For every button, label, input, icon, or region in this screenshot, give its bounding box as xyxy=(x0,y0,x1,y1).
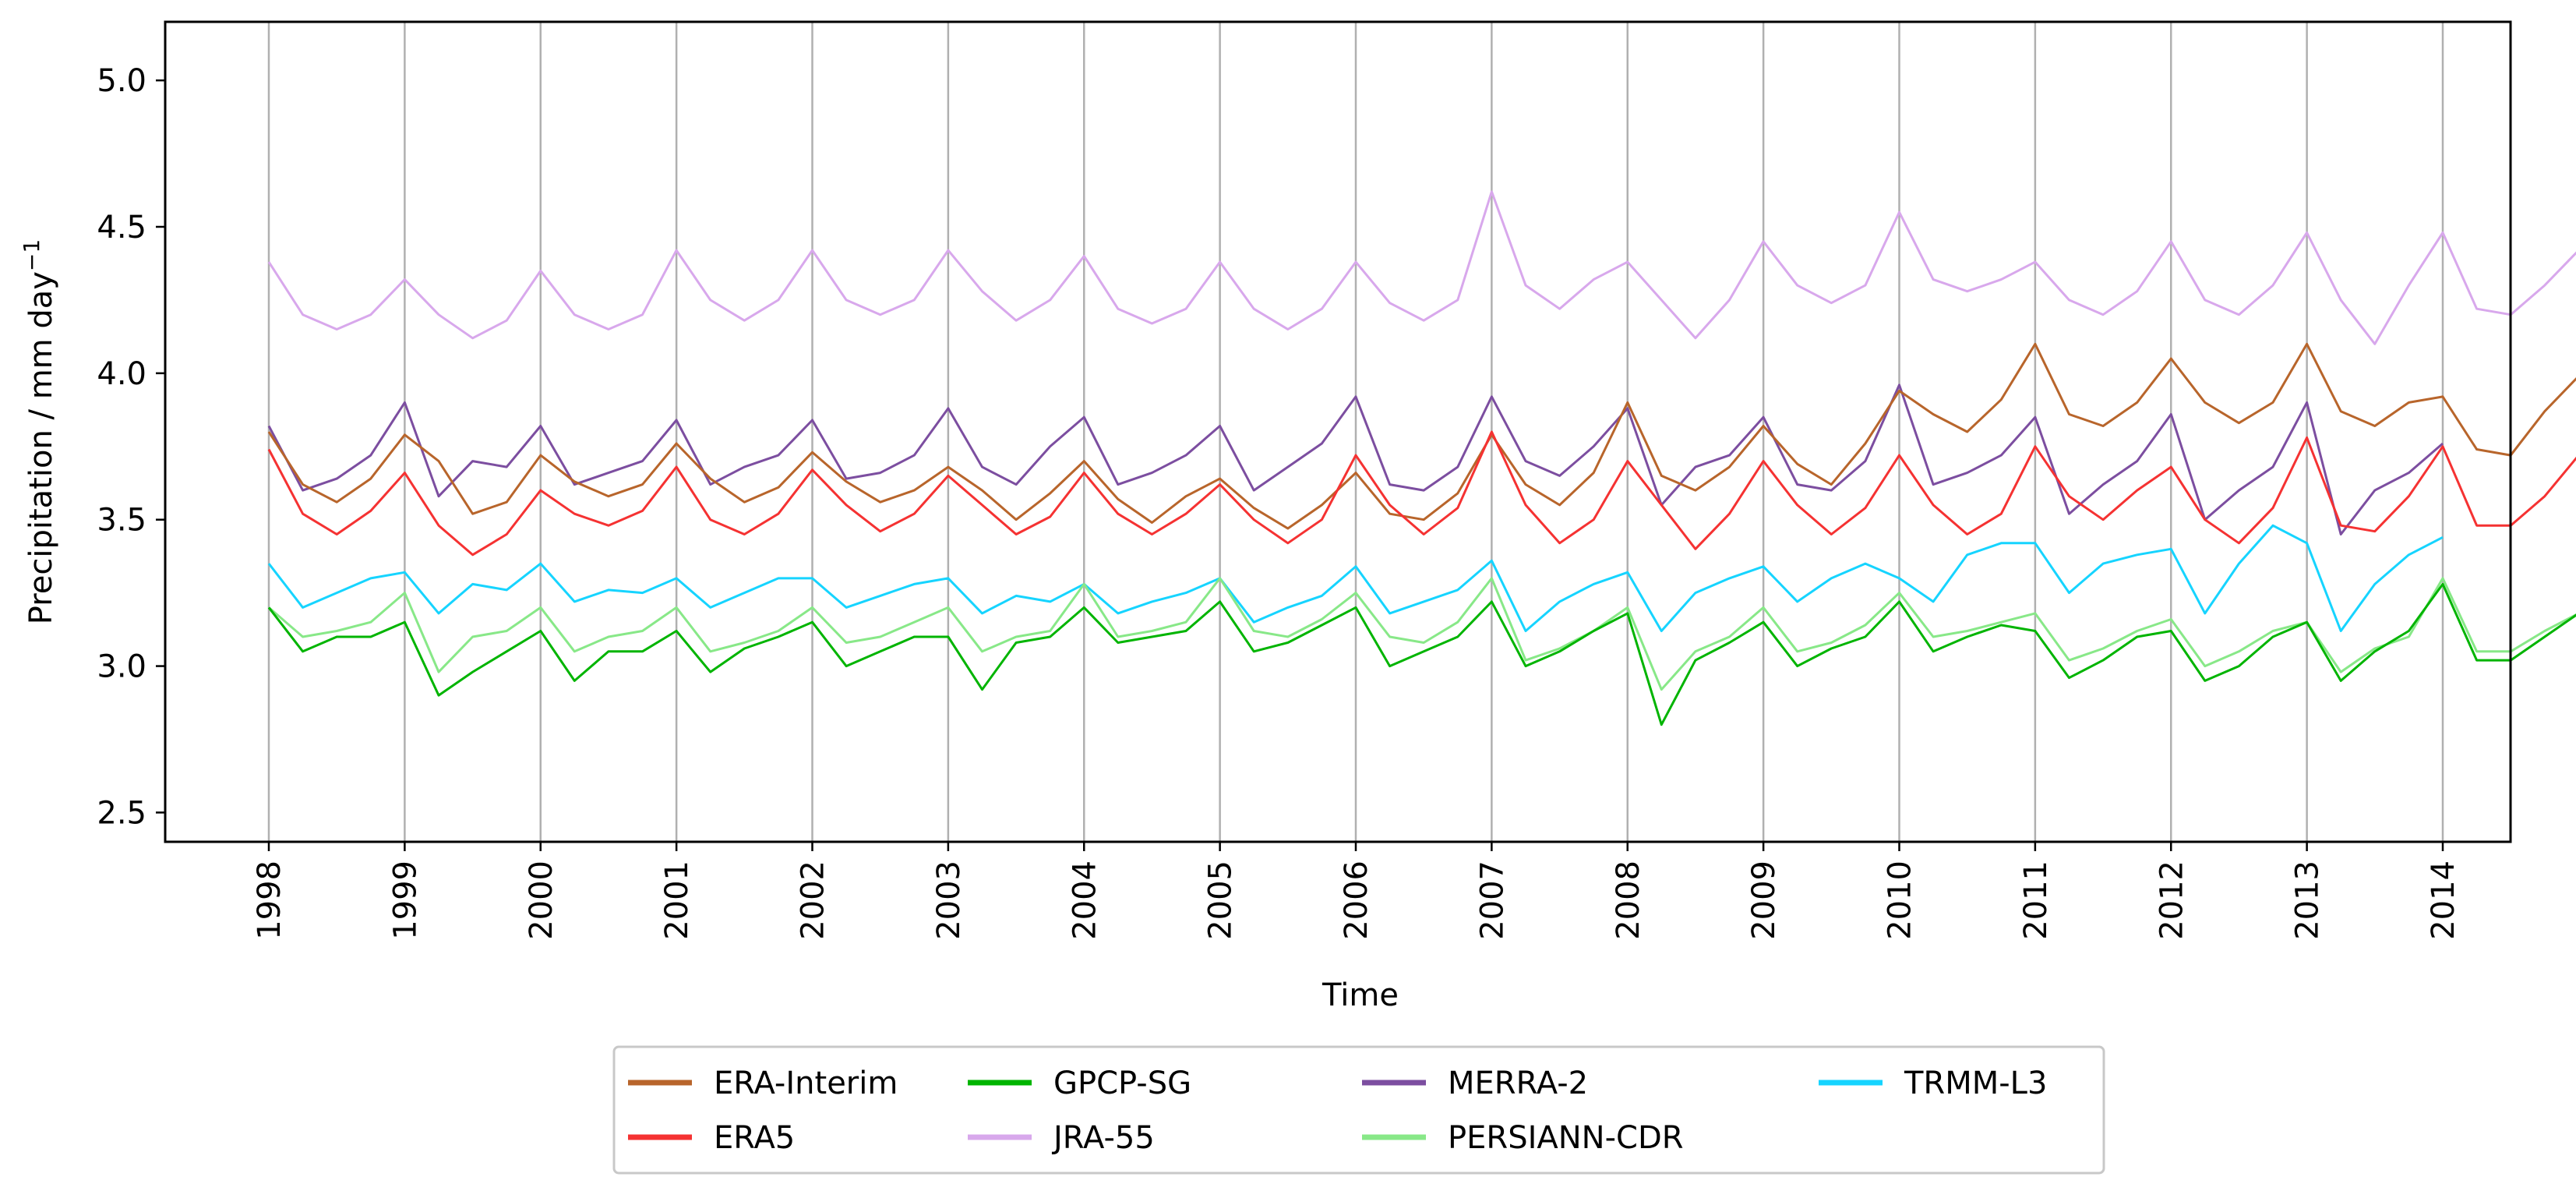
x-tick-label: 1998 xyxy=(252,861,288,940)
plot-area-frame xyxy=(164,20,2512,843)
series-line-era5 xyxy=(267,430,2576,557)
series-lines xyxy=(267,190,2576,726)
y-tick-label: 3.0 xyxy=(97,649,146,685)
y-tick-label: 4.5 xyxy=(97,210,146,246)
series-line-persiann-cdr xyxy=(268,577,2576,691)
x-tick-label: 2008 xyxy=(1611,861,1646,940)
x-tick-label: 2002 xyxy=(796,861,831,940)
x-tick-label: 2011 xyxy=(2018,861,2054,940)
y-axis-label-text: Precipitation / mm day xyxy=(23,271,59,624)
y-tick-label: 2.5 xyxy=(97,795,146,831)
series-line-jra-55 xyxy=(267,190,2576,345)
x-tick-label: 2009 xyxy=(1746,861,1782,940)
legend: ERA-Interim GPCP-SG MERRA-2 TRMM-L3 ERA5 JRA-… xyxy=(612,1045,2105,1175)
x-tick-label: 2005 xyxy=(1203,861,1239,940)
y-axis-label: Precipitation / mm day−1 xyxy=(19,239,59,624)
legend-frame xyxy=(612,1045,2105,1175)
x-axis-label: Time xyxy=(1322,977,1399,1013)
series-line-gpcp-sg xyxy=(267,582,2576,726)
x-tick-label: 2004 xyxy=(1067,861,1103,940)
x-tick-label: 2006 xyxy=(1339,861,1374,940)
x-tick-label: 2001 xyxy=(659,861,695,940)
legend-label-gpcp-sg: GPCP-SG xyxy=(1053,1066,1191,1101)
x-tick-label: 1999 xyxy=(387,861,423,940)
x-tick-label: 2013 xyxy=(2290,861,2326,940)
legend-label-jra-55: JRA-55 xyxy=(1051,1120,1155,1156)
legend-label-trmm-l3: TRMM-L3 xyxy=(1904,1066,2047,1101)
x-tick-label: 2000 xyxy=(524,861,559,940)
y-tick-label: 5.0 xyxy=(97,63,146,99)
x-tick-label: 2007 xyxy=(1474,861,1510,940)
legend-label-merra-2: MERRA-2 xyxy=(1448,1066,1588,1101)
legend-label-persiann-cdr: PERSIANN-CDR xyxy=(1448,1120,1684,1156)
series-line-trmm-l3 xyxy=(267,524,2444,632)
y-tick-label: 3.5 xyxy=(97,503,146,539)
legend-label-era-interim: ERA-Interim xyxy=(714,1066,898,1101)
x-tick-label: 2014 xyxy=(2426,861,2461,940)
x-tick-label: 2010 xyxy=(1883,861,1918,940)
y-tick-label: 4.0 xyxy=(97,356,146,392)
x-tick-label: 2012 xyxy=(2154,861,2190,940)
x-tick-label: 2003 xyxy=(931,861,967,940)
x-axis: 1998 1999 2000 2001 2002 2003 2004 2005 2006 2007… xyxy=(252,842,2461,940)
legend-label-era5: ERA5 xyxy=(714,1120,795,1156)
series-line-era-interim xyxy=(267,342,2576,530)
y-axis: 2.5 3.0 3.5 4.0 4.5 5.0 xyxy=(97,63,165,831)
grid-lines xyxy=(267,22,2444,842)
y-axis-label-superscript: −1 xyxy=(19,239,44,271)
